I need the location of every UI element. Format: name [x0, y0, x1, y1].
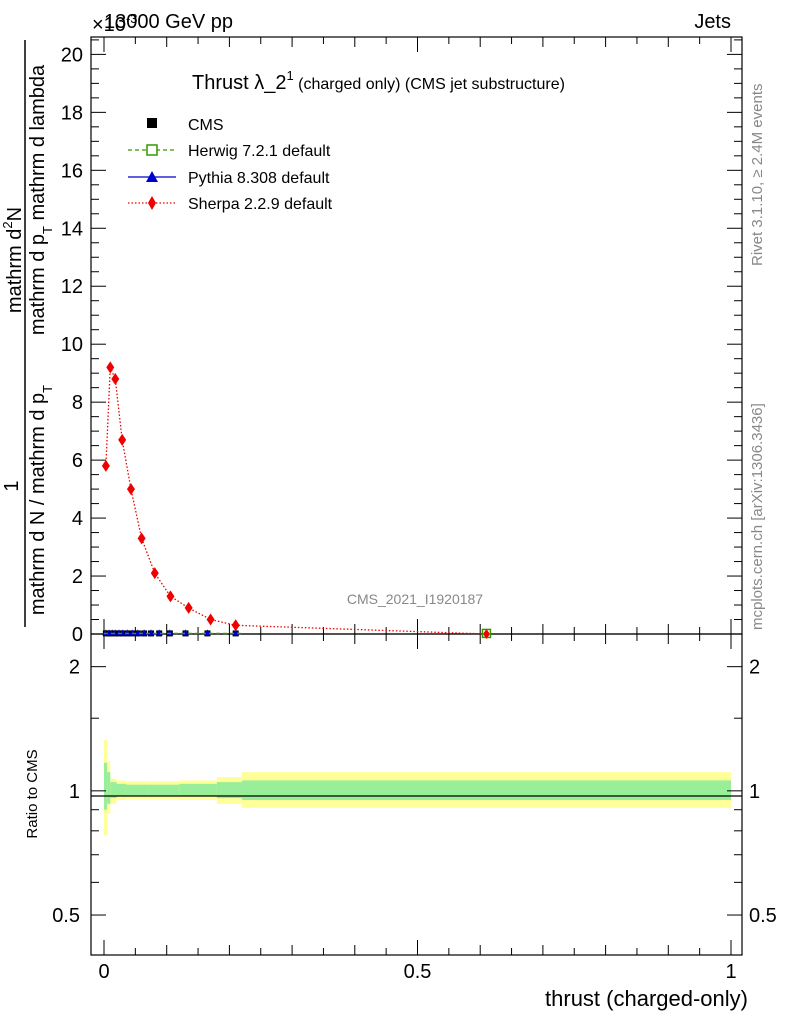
sherpa-point: [126, 483, 135, 496]
y-tick-label: 18: [61, 102, 83, 124]
legend-pythia-marker: [146, 171, 158, 182]
sherpa-point: [150, 567, 159, 580]
y-tick-label: 20: [61, 44, 83, 66]
legend-herwig-marker: [146, 144, 158, 156]
legend-herwig-label: Herwig 7.2.1 default: [188, 143, 331, 160]
ratio-tick-label-right: 0.5: [749, 905, 777, 927]
ylabel-numerator: mathrm d2N: [0, 207, 26, 313]
exponent-label: ×10-3: [92, 11, 138, 36]
main-ylabel: 1 mathrm d2N mathrm d pT mathrm d lambda…: [0, 40, 55, 627]
sherpa-point: [118, 433, 127, 446]
sherpa-point: [231, 619, 240, 632]
legend-cms-label: CMS: [188, 117, 224, 134]
y-tick-label: 2: [72, 566, 83, 588]
legend-sherpa-marker: [148, 196, 156, 210]
ratio-band-green-3: [116, 783, 126, 797]
header-category: Jets: [694, 11, 731, 33]
ratio-plot-frame: [90, 633, 743, 956]
watermark: CMS_2021_I1920187: [347, 591, 483, 607]
plot-title: Thrust λ_21 (charged only) (CMS jet subs…: [192, 68, 565, 94]
header-energy: 13000 GeV pp: [104, 11, 233, 33]
sherpa-point: [166, 590, 175, 603]
y-tick-label: 12: [61, 276, 83, 298]
sherpa-point: [137, 532, 146, 545]
ratio-ylabel: Ratio to CMS: [24, 749, 41, 838]
rivet-label: Rivet 3.1.10, ≥ 2.4M events: [749, 84, 766, 267]
xlabel: thrust (charged-only): [545, 986, 748, 1011]
legend: CMS Herwig 7.2.1 default Pythia 8.308 de…: [128, 117, 333, 213]
sherpa-point: [111, 372, 120, 385]
mcplots-label: mcplots.cern.ch [arXiv:1306.3436]: [749, 403, 766, 630]
ratio-tick-label-right: 1: [749, 781, 760, 803]
ratio-band-green-2: [110, 782, 117, 799]
ratio-tick-label: 2: [69, 657, 80, 679]
x-tick-label: 0: [98, 961, 109, 983]
ratio-tick-label: 0.5: [52, 905, 80, 927]
sherpa-point: [206, 613, 215, 626]
x-tick-label: 1: [725, 961, 736, 983]
ratio-tick-label-right: 2: [749, 657, 760, 679]
ratio-band-green-4: [125, 784, 148, 796]
legend-cms-marker: [147, 118, 157, 128]
legend-sherpa-label: Sherpa 2.2.9 default: [188, 196, 333, 213]
x-tick-label: 0.5: [404, 961, 432, 983]
series-layer: [101, 361, 492, 639]
sherpa-point: [106, 361, 115, 374]
y-tick-label: 10: [61, 334, 83, 356]
y-tick-label: 4: [72, 508, 83, 530]
ratio-band-green-0: [104, 762, 108, 810]
ylabel-denominator: mathrm d N / mathrm d pT: [27, 385, 55, 615]
ratio-ticks: 0.5 0.5 1 1 2 2: [52, 657, 777, 927]
ratio-band-green-1: [107, 772, 111, 804]
ratio-band-green-8: [241, 780, 731, 801]
ratio-tick-label: 1: [69, 781, 80, 803]
y-tick-label: 8: [72, 392, 83, 414]
ylabel-rest: mathrm d pT mathrm d lambda: [27, 64, 55, 335]
ratio-band-green-6: [179, 783, 217, 797]
main-ticks: 0 2 4 6 8 10 12 14 16 18 20: [61, 39, 742, 646]
ratio-bands: [104, 739, 731, 836]
legend-pythia-label: Pythia 8.308 default: [188, 170, 330, 187]
sherpa-point: [184, 601, 193, 614]
ylabel-one: 1: [1, 480, 23, 491]
sherpa-point: [101, 459, 110, 472]
y-tick-label: 0: [72, 624, 83, 646]
y-tick-label: 16: [61, 160, 83, 182]
y-tick-label: 14: [61, 218, 83, 240]
y-tick-label: 6: [72, 450, 83, 472]
sherpa-point: [482, 629, 490, 639]
ratio-band-green-5: [147, 784, 180, 796]
ratio-band-green-7: [216, 782, 242, 799]
